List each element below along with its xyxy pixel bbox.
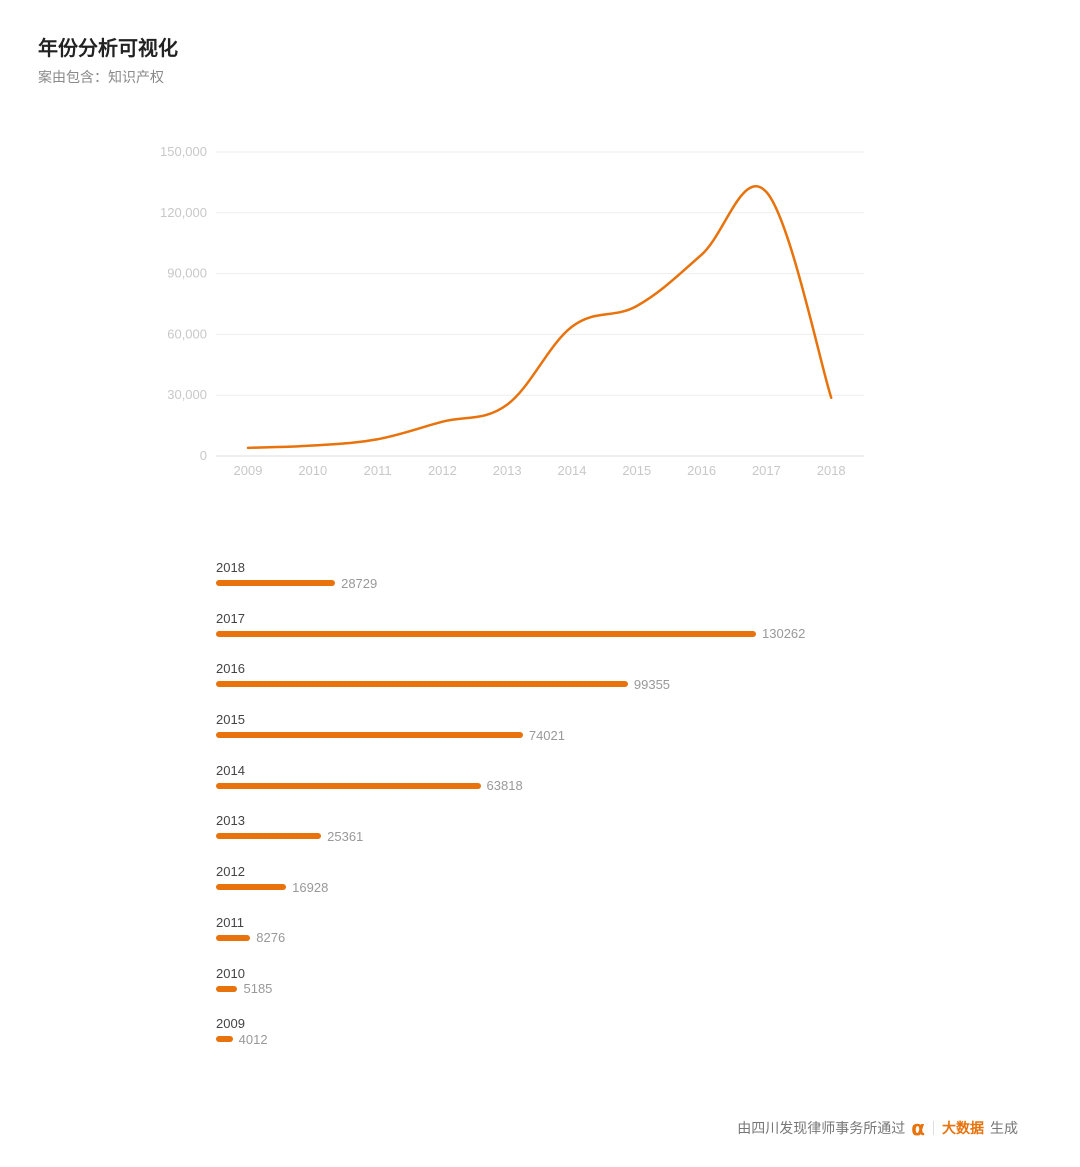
bar-category-label: 2018 bbox=[216, 560, 245, 575]
bar-value-label: 99355 bbox=[633, 676, 671, 692]
footer: 由四川发现律师事务所通过 α 大数据 生成 bbox=[737, 1118, 1018, 1138]
bar-category-label: 2014 bbox=[216, 762, 245, 778]
bar-value-label: 74021 bbox=[528, 727, 565, 743]
y-tick-label: 60,000 bbox=[167, 326, 207, 341]
bar-row: 99355 bbox=[216, 676, 671, 692]
x-tick-label: 2009 bbox=[234, 463, 263, 478]
bar-row: 4012 bbox=[216, 1031, 268, 1047]
alpha-icon: α bbox=[911, 1116, 925, 1140]
bar-item: 2011 8276 bbox=[216, 915, 916, 966]
bar bbox=[216, 934, 251, 941]
bar bbox=[216, 681, 628, 688]
x-tick-label: 2018 bbox=[817, 463, 846, 478]
bar-item: 2009 4012 bbox=[216, 1016, 916, 1067]
bar-item: 2016 99355 bbox=[216, 661, 916, 712]
y-tick-label: 150,000 bbox=[160, 144, 207, 159]
bar-value-label: 4012 bbox=[238, 1031, 268, 1047]
y-tick-label: 120,000 bbox=[160, 205, 207, 220]
bar-category-label: 2013 bbox=[216, 813, 245, 829]
page-title: 年份分析可视化 bbox=[38, 36, 178, 60]
bar-category-label: 2017 bbox=[216, 610, 245, 626]
bar-value-label: 8276 bbox=[256, 930, 286, 946]
bar bbox=[216, 833, 322, 840]
footer-brand: 大数据 bbox=[942, 1121, 984, 1137]
bar bbox=[216, 732, 523, 739]
bar-value-label: 28729 bbox=[341, 575, 378, 591]
bar-item: 2017 130262 bbox=[216, 611, 916, 662]
bar-category-label: 2010 bbox=[216, 965, 245, 981]
x-tick-label: 2014 bbox=[558, 463, 587, 478]
bar-chart: 2018 28729 2017 130262 2016 99355 2015 74021 201… bbox=[216, 560, 916, 1067]
bar-category-label: 2016 bbox=[216, 661, 245, 677]
line-chart: 0 30,000 60,000 90,000 120,000 150,000 2009 201… bbox=[160, 144, 864, 478]
bar-row: 5185 bbox=[216, 981, 273, 996]
bar bbox=[216, 1036, 233, 1043]
footer-divider bbox=[933, 1121, 934, 1135]
bar bbox=[216, 884, 287, 891]
bar-item: 2014 63818 bbox=[216, 763, 916, 814]
bar-item: 2013 25361 bbox=[216, 813, 916, 864]
bar-category-label: 2015 bbox=[216, 712, 245, 728]
y-tick-label: 0 bbox=[200, 448, 207, 463]
x-tick-label: 2016 bbox=[687, 463, 716, 478]
bar-category-label: 2011 bbox=[216, 914, 244, 930]
x-tick-label: 2010 bbox=[298, 463, 327, 478]
bar-item: 2010 5185 bbox=[216, 966, 916, 1017]
footer-suffix: 生成 bbox=[990, 1121, 1018, 1137]
bar-value-label: 5185 bbox=[243, 981, 273, 996]
bar-row: 8276 bbox=[216, 930, 286, 946]
bar-row: 63818 bbox=[216, 778, 523, 794]
bar bbox=[216, 630, 756, 637]
bar-value-label: 130262 bbox=[762, 626, 806, 642]
y-tick-label: 30,000 bbox=[167, 387, 207, 402]
bar-row: 25361 bbox=[216, 828, 364, 844]
bar bbox=[216, 782, 481, 789]
bar-item: 2018 28729 bbox=[216, 560, 916, 611]
bar-category-label: 2009 bbox=[216, 1016, 245, 1032]
page-subtitle: 案由包含：知识产权 bbox=[38, 70, 164, 86]
bar-row: 16928 bbox=[216, 879, 329, 895]
y-tick-label: 90,000 bbox=[167, 266, 207, 281]
x-tick-label: 2011 bbox=[364, 463, 392, 478]
bar-value-label: 63818 bbox=[486, 778, 523, 794]
series-line bbox=[246, 185, 833, 450]
bar-category-label: 2012 bbox=[216, 864, 245, 880]
bar-value-label: 25361 bbox=[327, 828, 364, 844]
bar bbox=[216, 580, 336, 586]
bar-row: 28729 bbox=[216, 575, 378, 591]
bar-item: 2012 16928 bbox=[216, 864, 916, 915]
x-tick-label: 2013 bbox=[493, 463, 522, 478]
bar-item: 2015 74021 bbox=[216, 712, 916, 763]
bar bbox=[216, 985, 238, 992]
bar-value-label: 16928 bbox=[292, 879, 329, 895]
x-tick-label: 2015 bbox=[622, 463, 651, 478]
x-tick-label: 2017 bbox=[752, 463, 781, 478]
x-tick-label: 2012 bbox=[428, 463, 457, 478]
bar-row: 130262 bbox=[216, 626, 806, 642]
bar-row: 74021 bbox=[216, 727, 565, 743]
footer-prefix: 由四川发现律师事务所通过 bbox=[737, 1121, 906, 1137]
